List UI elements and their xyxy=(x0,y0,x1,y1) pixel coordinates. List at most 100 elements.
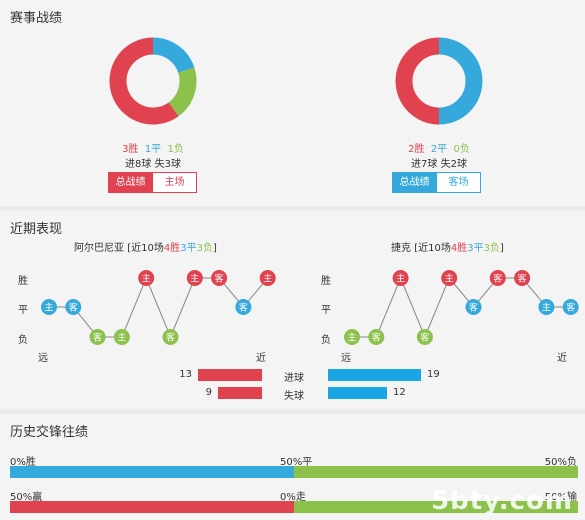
right-form-point xyxy=(538,299,555,315)
left-form-point xyxy=(113,329,130,345)
right-away-button[interactable]: 客场 xyxy=(436,172,481,193)
right-form-venue-label: 主 xyxy=(396,273,405,285)
h2h-draw-segment xyxy=(10,466,294,478)
right-axis-draw-label: 平 xyxy=(321,305,331,316)
right-form-line xyxy=(352,276,571,339)
right-form-point xyxy=(465,299,482,315)
right-form-venue-label: 客 xyxy=(469,302,478,314)
right-donut-win-slice xyxy=(395,37,440,125)
h2h-draw-pct: 50%平 xyxy=(280,457,313,468)
right-axis-far-label: 远 xyxy=(341,353,351,364)
right-team-recent-summary: 捷克 [近10场4胜3平3负] xyxy=(391,243,504,254)
right-form-point xyxy=(416,329,433,345)
left-record-summary: 3胜 1平 1负 xyxy=(100,140,206,155)
right-form-venue-label: 主 xyxy=(445,273,454,285)
right-axis-win-label: 胜 xyxy=(321,276,331,287)
left-donut-win-slice xyxy=(109,37,179,125)
right-form-point xyxy=(514,270,531,286)
h2h-handicap-push-pct: 0%走 xyxy=(280,492,306,503)
left-form-point xyxy=(235,299,252,315)
left-form-point xyxy=(65,299,82,315)
left-form-point xyxy=(138,270,155,286)
right-draws: 2平 xyxy=(430,144,448,155)
left-axis-near-label: 近 xyxy=(256,353,266,364)
left-goals-for-bar xyxy=(198,369,262,381)
right-goals-for-bar xyxy=(328,369,421,381)
left-form-venue-label: 客 xyxy=(166,332,175,344)
right-form-venue-label: 客 xyxy=(518,273,527,285)
right-form-point xyxy=(441,270,458,286)
right-recent-form-chart: 主客主客主客客 客主客 xyxy=(344,270,579,345)
h2h-handicap-loss-segment xyxy=(294,501,578,513)
left-donut-loss-slice xyxy=(168,67,197,117)
recent-form-section: 近期表现 阿尔巴尼亚 [近10场4胜3平3负] 捷克 [近10场4胜3平3负] … xyxy=(0,211,585,409)
left-axis-far-label: 远 xyxy=(38,353,48,364)
left-form-line xyxy=(49,276,269,339)
watermark-logo: 5bty.com xyxy=(431,486,573,516)
left-goals-for-value: 13 xyxy=(179,369,192,380)
left-form-point xyxy=(259,270,276,286)
left-total-record-button[interactable]: 总战绩 xyxy=(108,172,153,193)
left-form-venue-label: 主 xyxy=(117,332,126,344)
left-draws: 1平 xyxy=(144,144,162,155)
section-title: 近期表现 xyxy=(10,222,63,237)
section-title: 历史交锋往绩 xyxy=(10,425,89,440)
left-goals-against-value: 9 xyxy=(205,387,212,398)
right-form-venue-label: 客 xyxy=(420,332,429,344)
goals-against-label: 失球 xyxy=(284,391,304,402)
right-form-venue-label: 客 xyxy=(372,332,381,344)
left-recent-form-chart: 主客客 主主客主 客客主 xyxy=(41,270,276,345)
left-form-venue-label: 主 xyxy=(263,273,272,285)
left-form-venue-label: 主 xyxy=(142,273,151,285)
goals-for-label: 进球 xyxy=(284,373,304,384)
left-form-venue-label: 客 xyxy=(215,273,224,285)
right-goals-against-bar xyxy=(328,387,387,399)
left-home-button[interactable]: 主场 xyxy=(152,172,197,193)
match-record-section: 赛事战绩 3胜 1平 1负 进8球 失3球 总战绩 主场 2胜 2平 0负 进7… xyxy=(0,0,585,206)
right-donut-draw-slice xyxy=(438,37,483,125)
left-axis-win-label: 胜 xyxy=(18,276,28,287)
left-form-point xyxy=(162,329,179,345)
section-title: 赛事战绩 xyxy=(10,11,63,26)
right-wins: 2胜 xyxy=(408,144,425,155)
right-form-point xyxy=(489,270,506,286)
left-form-venue-label: 客 xyxy=(93,332,102,344)
right-form-point xyxy=(562,299,579,315)
left-donut-draw-slice xyxy=(152,37,195,74)
left-form-venue-label: 客 xyxy=(239,302,248,314)
h2h-loss-pct: 50%负 xyxy=(544,457,577,468)
left-record-donut xyxy=(109,37,197,125)
left-team-name: 阿尔巴尼亚 xyxy=(74,243,124,254)
right-form-venue-label: 主 xyxy=(542,302,551,314)
right-form-point xyxy=(392,270,409,286)
left-form-point xyxy=(41,299,57,315)
right-form-venue-label: 客 xyxy=(566,302,575,314)
left-axis-draw-label: 平 xyxy=(18,305,28,316)
left-goals: 进8球 失3球 xyxy=(125,159,181,170)
left-wins: 3胜 xyxy=(122,144,139,155)
right-record-donut xyxy=(395,37,483,125)
left-form-venue-label: 主 xyxy=(190,273,199,285)
right-goals-against-value: 12 xyxy=(393,387,406,398)
h2h-section: 历史交锋往绩 0%胜 50%平 50%负 50%赢 0%走 50%输 5bty.… xyxy=(0,414,585,520)
left-form-venue-label: 主 xyxy=(44,302,53,314)
left-team-recent-summary: 阿尔巴尼亚 [近10场4胜3平3负] xyxy=(74,243,217,254)
right-losses: 0负 xyxy=(453,144,470,155)
right-total-record-button[interactable]: 总战绩 xyxy=(392,172,437,193)
left-losses: 1负 xyxy=(167,144,184,155)
right-goals: 进7球 失2球 xyxy=(411,159,467,170)
right-record-summary: 2胜 2平 0负 xyxy=(386,140,492,155)
h2h-handicap-win-segment xyxy=(10,501,294,513)
right-goals-for-value: 19 xyxy=(427,369,440,380)
h2h-result-bar xyxy=(10,466,578,478)
right-team-name: 捷克 xyxy=(391,243,411,254)
right-form-point xyxy=(344,329,360,345)
h2h-handicap-win-pct: 50%赢 xyxy=(10,492,43,503)
left-goals-against-bar xyxy=(218,387,262,399)
left-form-point xyxy=(211,270,228,286)
left-form-point xyxy=(89,329,106,345)
right-form-venue-label: 客 xyxy=(493,273,502,285)
h2h-handicap-loss-pct: 50%输 xyxy=(544,492,577,503)
h2h-loss-segment xyxy=(294,466,578,478)
right-axis-near-label: 近 xyxy=(557,353,567,364)
